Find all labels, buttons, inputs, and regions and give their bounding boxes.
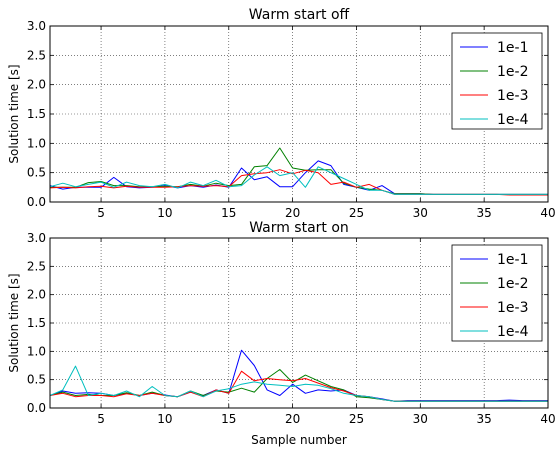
y-tick-label: 2.0 xyxy=(27,288,46,302)
chart-panel-2: 5 10 15 20 25 30 35 40 0.0 0.5 1.0 1.5 2.0 2.5 3.0 War… xyxy=(7,220,556,447)
y-tick-label: 3.0 xyxy=(27,231,46,245)
y-axis-label-1: Solution time [s] xyxy=(7,64,21,163)
legend-label-1e-4: 1e-4 xyxy=(497,324,529,340)
plot-lines-2 xyxy=(49,349,548,402)
y-tick-label: 0.5 xyxy=(27,373,46,387)
legend-box-2 xyxy=(451,244,543,342)
x-tick-label: 10 xyxy=(157,412,172,426)
legend-label-1e-4: 1e-4 xyxy=(497,112,529,128)
ticks-2: 5 10 15 20 25 30 35 40 0.0 0.5 1.0 1.5 2.0 2.5 3.0 xyxy=(27,231,556,426)
ticks-1: 5 10 15 20 25 30 35 40 0.0 0.5 1.0 1.5 2.0 2.5 3.0 xyxy=(27,19,556,220)
y-tick-label: 0.0 xyxy=(27,401,46,415)
x-tick-label: 30 xyxy=(413,412,428,426)
legend-box-1 xyxy=(451,32,543,130)
legend-label-1e-2: 1e-2 xyxy=(497,276,528,292)
legend-label-1e-1: 1e-1 xyxy=(497,40,528,56)
plot-frame-2 xyxy=(49,237,549,409)
x-tick-label: 40 xyxy=(540,206,555,220)
legend-1: 1e-1 1e-2 1e-3 1e-4 xyxy=(451,32,543,130)
y-tick-label: 0.5 xyxy=(27,166,46,180)
x-tick-label: 20 xyxy=(285,206,300,220)
y-tick-label: 2.5 xyxy=(27,259,46,273)
series-line-1e-4 xyxy=(49,166,548,195)
y-tick-label: 2.0 xyxy=(27,78,46,92)
y-axis-label-2: Solution time [s] xyxy=(7,273,21,372)
x-tick-label: 35 xyxy=(477,412,492,426)
x-tick-label: 10 xyxy=(157,206,172,220)
x-tick-label: 40 xyxy=(540,412,555,426)
x-tick-label: 5 xyxy=(97,206,105,220)
plot-frame-1 xyxy=(49,25,549,203)
y-tick-label: 1.5 xyxy=(27,107,46,121)
x-tick-label: 35 xyxy=(477,206,492,220)
x-tick-label: 25 xyxy=(349,412,364,426)
y-tick-label: 3.0 xyxy=(27,19,46,33)
legend-2: 1e-1 1e-2 1e-3 1e-4 xyxy=(451,244,543,342)
x-tick-label: 30 xyxy=(413,206,428,220)
x-axis-label-2: Sample number xyxy=(251,433,347,447)
x-tick-label: 15 xyxy=(221,206,236,220)
y-tick-label: 1.0 xyxy=(27,136,46,150)
legend-label-1e-3: 1e-3 xyxy=(497,300,528,316)
chart-panel-1: 5 10 15 20 25 30 35 40 0.0 0.5 1.0 1.5 2.0 2.5 3.0 War… xyxy=(7,7,556,220)
x-tick-label: 25 xyxy=(349,206,364,220)
y-tick-label: 1.0 xyxy=(27,344,46,358)
chart-title-2: Warm start on xyxy=(249,220,349,236)
series-line-1e-4 xyxy=(49,365,548,402)
x-tick-label: 15 xyxy=(221,412,236,426)
y-tick-label: 1.5 xyxy=(27,316,46,330)
legend-label-1e-2: 1e-2 xyxy=(497,64,528,80)
legend-label-1e-1: 1e-1 xyxy=(497,252,528,268)
legend-label-1e-3: 1e-3 xyxy=(497,88,528,104)
chart-title-1: Warm start off xyxy=(249,7,350,23)
plot-lines-1 xyxy=(49,147,548,196)
x-tick-label: 20 xyxy=(285,412,300,426)
x-tick-label: 5 xyxy=(97,412,105,426)
y-tick-label: 0.0 xyxy=(27,195,46,209)
y-tick-label: 2.5 xyxy=(27,48,46,62)
